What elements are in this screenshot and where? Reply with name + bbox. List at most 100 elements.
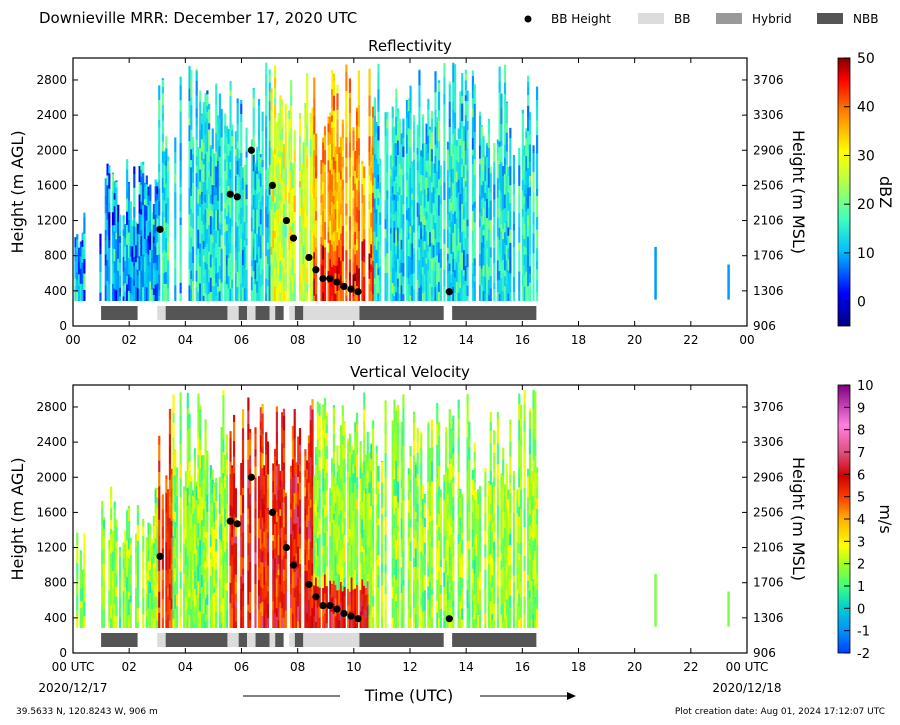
heatmap-cell (322, 142, 325, 163)
heatmap-cell (448, 81, 451, 85)
heatmap-cell (377, 63, 380, 73)
heatmap-cell (298, 428, 302, 445)
heatmap-cell (236, 148, 239, 161)
heatmap-cell (76, 532, 79, 545)
heatmap-cell (309, 590, 312, 597)
heatmap-cell (496, 260, 499, 281)
heatmap-cell (466, 199, 469, 220)
heatmap-cell (240, 113, 243, 122)
heatmap-cell (452, 532, 455, 542)
heatmap-cell (462, 284, 466, 301)
heatmap-cell (348, 575, 352, 592)
heatmap-cell (386, 199, 389, 215)
heatmap-cell (354, 622, 357, 628)
heatmap-cell (76, 234, 79, 240)
heatmap-cell (496, 217, 499, 227)
heatmap-cell (452, 232, 455, 253)
heatmap-cell (220, 602, 223, 612)
heatmap-cell (204, 202, 207, 210)
heatmap-cell (398, 194, 401, 214)
heatmap-cell (313, 277, 316, 296)
heatmap-cell (395, 292, 398, 301)
heatmap-cell (329, 504, 332, 522)
heatmap-cell (259, 451, 262, 471)
heatmap-cell (407, 578, 410, 591)
heatmap-cell (291, 530, 295, 538)
heatmap-cell (368, 159, 371, 166)
heatmap-cell (452, 506, 455, 521)
heatmap-cell (377, 240, 380, 255)
heatmap-cell (368, 465, 371, 483)
heatmap-cell (311, 607, 314, 628)
heatmap-cell (200, 220, 204, 235)
heatmap-cell (168, 533, 172, 550)
heatmap-cell (236, 102, 239, 124)
heatmap-cell (133, 266, 136, 281)
heatmap-cell (213, 184, 216, 196)
heatmap-cell (227, 242, 230, 259)
heatmap-cell (359, 601, 362, 612)
heatmap-cell (265, 188, 268, 208)
heatmap-cell (327, 172, 330, 185)
heatmap-cell (197, 611, 200, 621)
heatmap-cell (282, 266, 286, 276)
heatmap-cell (306, 612, 309, 623)
heatmap-cell (304, 188, 307, 198)
heatmap-cell (295, 473, 298, 492)
heatmap-cell (507, 235, 510, 249)
heatmap-cell (413, 414, 416, 423)
heatmap-cell (110, 533, 113, 541)
heatmap-cell (350, 577, 353, 595)
heatmap-cell (452, 121, 455, 134)
heatmap-cell (359, 484, 362, 502)
heatmap-cell (343, 422, 346, 436)
heatmap-cell (445, 614, 448, 628)
heatmap-cell (215, 83, 218, 85)
heatmap-cell (236, 174, 239, 186)
heatmap-cell (311, 280, 314, 295)
heatmap-cell (331, 127, 334, 144)
heatmap-cell (402, 223, 405, 232)
heatmap-cell (377, 254, 380, 269)
heatmap-cell (316, 511, 319, 532)
heatmap-cell (512, 183, 516, 195)
heatmap-cell (439, 532, 442, 547)
heatmap-cell (336, 551, 339, 564)
heatmap-cell (391, 441, 394, 458)
heatmap-cell (316, 566, 319, 577)
heatmap-cell (311, 444, 314, 467)
heatmap-cell (167, 259, 170, 276)
heatmap-cell (389, 218, 393, 229)
heatmap-cell (261, 433, 264, 448)
heatmap-cell (165, 569, 168, 587)
heatmap-cell (200, 496, 204, 507)
heatmap-cell (478, 275, 482, 286)
heatmap-cell (348, 230, 352, 249)
heatmap-cell (204, 419, 207, 424)
heatmap-cell (400, 566, 403, 585)
heatmap-cell (487, 258, 491, 267)
heatmap-cell (313, 133, 316, 151)
bb-height-point (333, 278, 341, 286)
heatmap-cell (366, 431, 369, 444)
heatmap-cell (225, 254, 229, 266)
heatmap-cell (436, 117, 439, 123)
heatmap-cell (304, 514, 307, 521)
heatmap-cell (304, 227, 307, 244)
heatmap-cell (393, 194, 396, 201)
heatmap-cell (372, 571, 375, 591)
heatmap-cell (249, 591, 252, 613)
heatmap-cell (233, 414, 236, 423)
heatmap-cell (265, 137, 268, 157)
heatmap-cell (113, 586, 116, 596)
heatmap-cell (409, 518, 412, 528)
heatmap-cell (443, 220, 446, 230)
heatmap-cell (386, 252, 389, 273)
heatmap-cell (379, 224, 382, 246)
heatmap-cell (211, 555, 214, 567)
heatmap-cell (484, 293, 487, 301)
heatmap-cell (430, 148, 434, 162)
heatmap-cell (336, 237, 339, 246)
heatmap-cell (334, 265, 337, 274)
heatmap-cell (266, 167, 270, 177)
